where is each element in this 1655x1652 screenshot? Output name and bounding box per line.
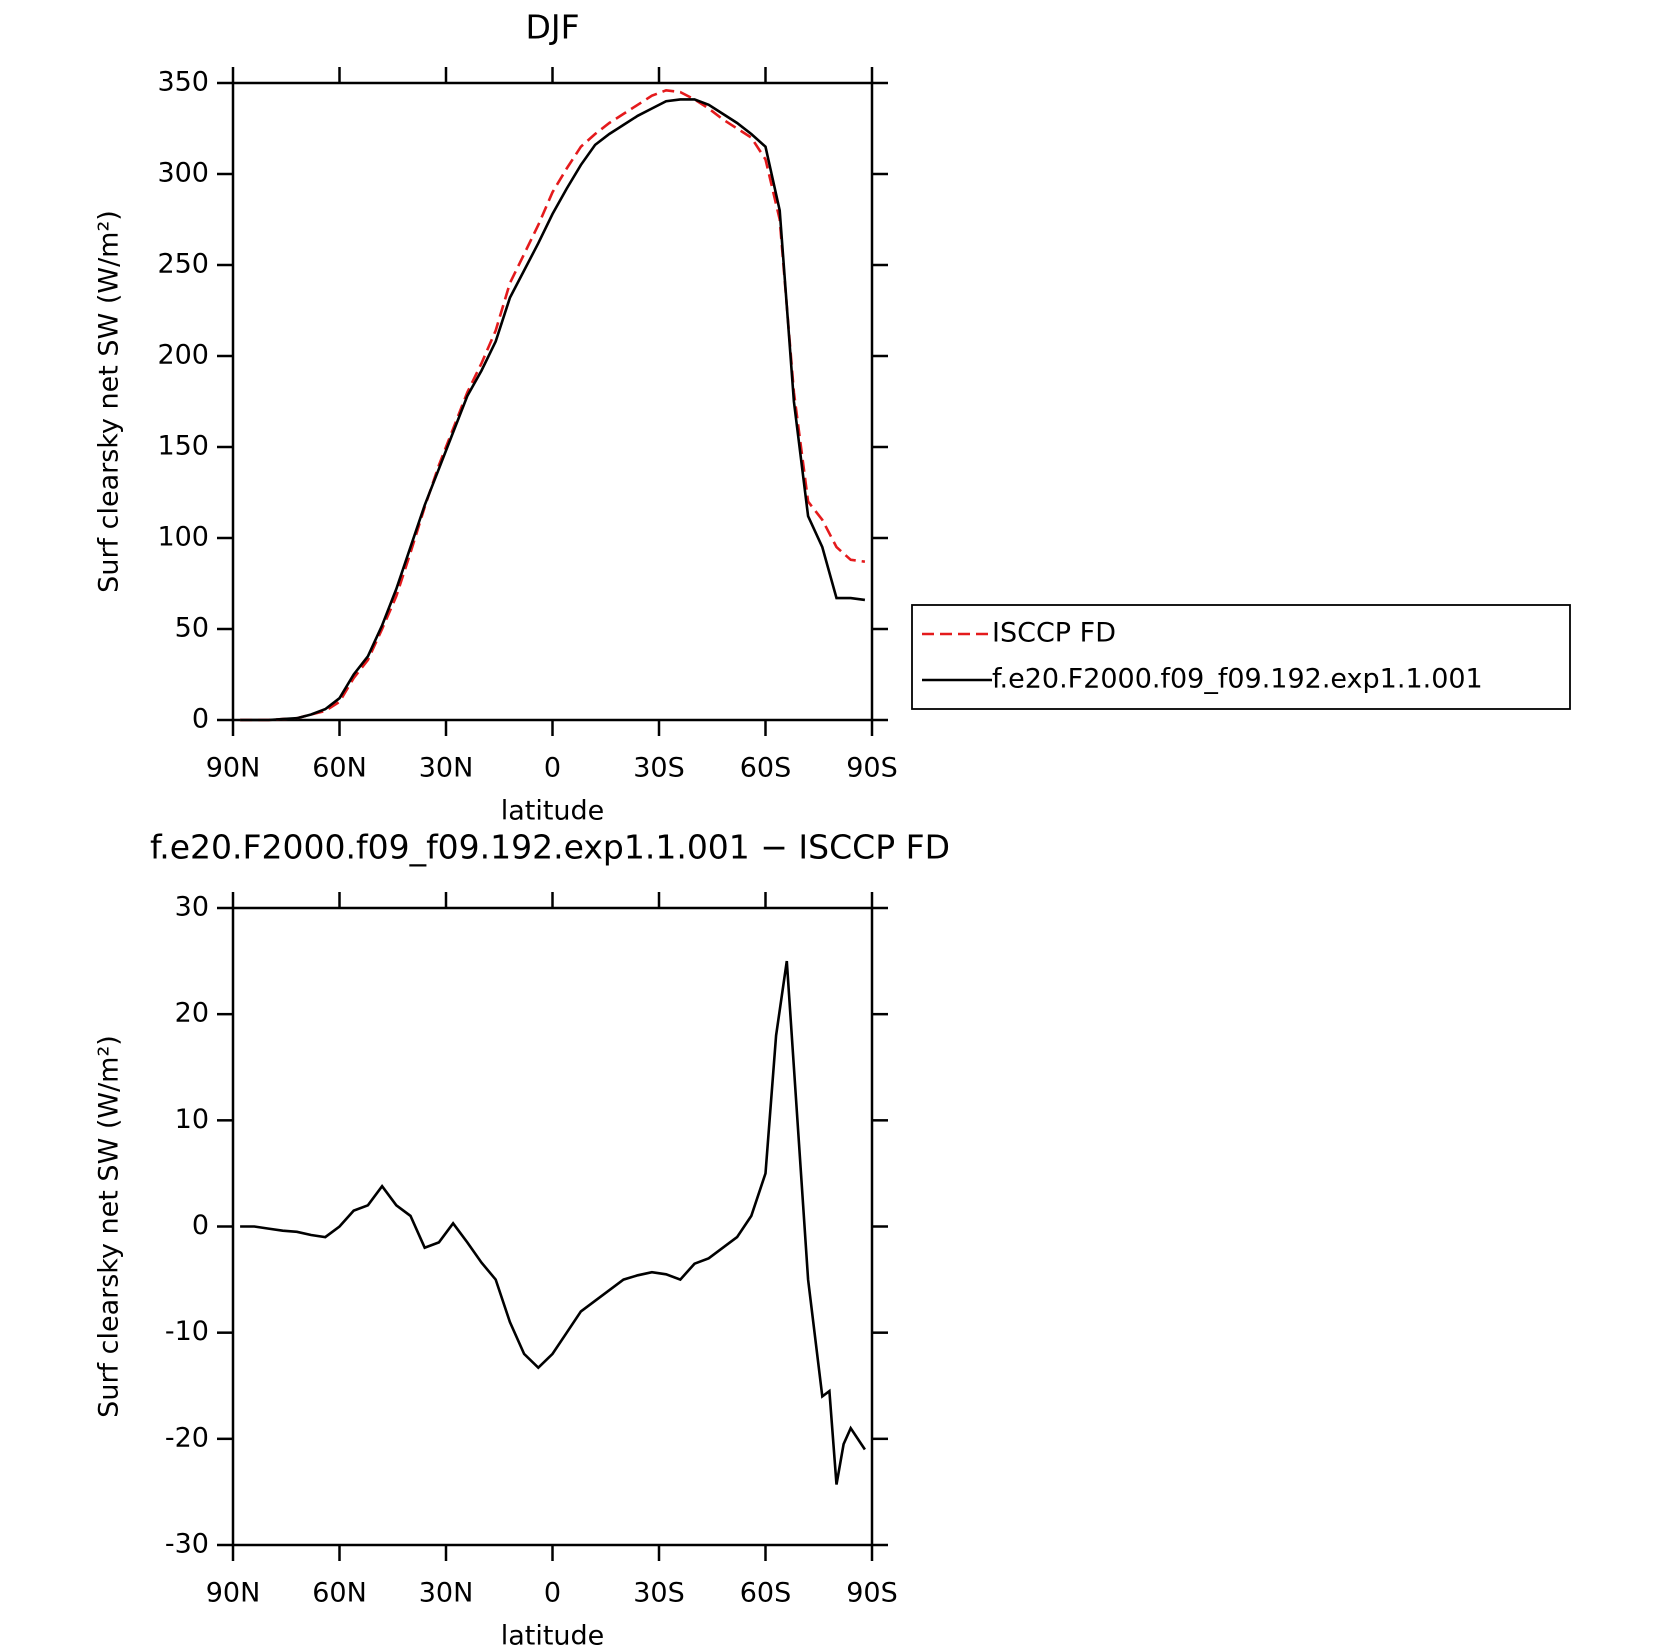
y-tick-label: 350 [157,67,209,98]
chart-title: DJF [525,8,579,47]
y-tick-label: 150 [157,431,209,462]
y-tick-label: -10 [165,1316,209,1347]
y-tick-label: 300 [157,158,209,189]
y-tick-label: 0 [192,704,209,735]
y-tick-label: 0 [192,1210,209,1241]
y-tick-label: 20 [175,998,209,1029]
x-tick-label: 90S [846,753,898,784]
chart-title: f.e20.F2000.f09_f09.192.exp1.1.001 − ISC… [150,828,950,867]
plot-frame [231,81,874,722]
data-line [240,98,866,722]
x-tick-label: 60S [740,753,792,784]
plot-frame [231,906,874,1547]
x-axis-label: latitude [501,1621,605,1652]
y-tick-label: 100 [157,522,209,553]
x-tick-label: 90N [206,1578,261,1609]
x-tick-label: 90N [206,753,261,784]
x-tick-label: 30N [419,753,474,784]
x-tick-label: 0 [544,1578,561,1609]
legend-label: f.e20.F2000.f09_f09.192.exp1.1.001 [992,664,1483,695]
x-axis-label: latitude [501,796,605,827]
x-tick-label: 30N [419,1578,474,1609]
y-axis-label: Surf clearsky net SW (W/m²) [94,1035,125,1418]
y-tick-label: 250 [157,249,209,280]
x-tick-label: 90S [846,1578,898,1609]
data-line [240,960,866,1485]
y-tick-label: -20 [165,1422,209,1453]
y-tick-label: 200 [157,340,209,371]
y-tick-label: -30 [165,1529,209,1560]
data-line [240,88,866,722]
x-tick-label: 60N [312,1578,367,1609]
y-axis-label: Surf clearsky net SW (W/m²) [94,210,125,593]
x-tick-label: 60S [740,1578,792,1609]
x-tick-label: 60N [312,753,367,784]
y-tick-label: 10 [175,1104,209,1135]
x-tick-label: 0 [544,753,561,784]
legend-label: ISCCP FD [992,618,1116,649]
x-tick-label: 30S [633,1578,685,1609]
x-tick-label: 30S [633,753,685,784]
y-tick-label: 30 [175,892,209,923]
legend-box [911,604,1571,710]
y-tick-label: 50 [175,613,209,644]
